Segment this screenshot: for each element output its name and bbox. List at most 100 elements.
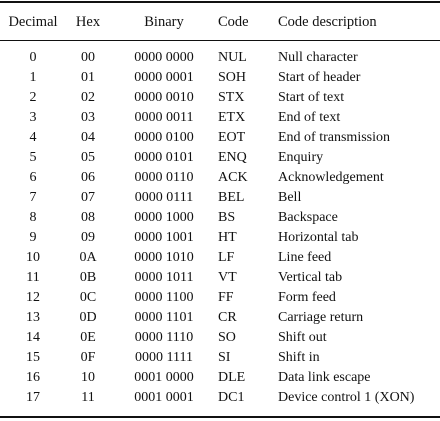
table-header-rule [0,40,440,41]
cell-binary: 0000 0110 [134,170,194,185]
cell-hex: 08 [81,210,95,225]
cell-code: ETX [218,110,246,125]
cell-decimal: 10 [26,250,40,265]
header-row: Decimal Hex Binary Code Code description [0,4,440,40]
table-row: 12 0C 0000 1100 FF Form feed [0,288,440,308]
table-top-rule [0,1,440,3]
table-row: 5 05 0000 0101 ENQ Enquiry [0,148,440,168]
table-row: 0 00 0000 0000 NUL Null character [0,48,440,68]
cell-code-description: Carriage return [278,310,364,325]
cell-decimal: 4 [29,130,37,145]
cell-decimal: 3 [29,110,37,125]
table-body: 0 00 0000 0000 NUL Null character 1 01 0000 000… [0,40,440,408]
cell-code: EOT [218,130,246,145]
cell-hex: 11 [81,390,95,405]
cell-binary: 0000 1001 [134,230,194,245]
cell-hex: 04 [81,130,95,145]
cell-code-description: Vertical tab [278,270,343,285]
cell-hex: 03 [81,110,95,125]
cell-code: DC1 [218,390,245,405]
cell-code: VT [218,270,237,285]
header-binary: Binary [144,13,184,30]
cell-hex: 0F [80,350,96,365]
cell-code-description: End of text [278,110,341,125]
cell-hex: 01 [81,70,95,85]
cell-hex: 06 [81,170,95,185]
cell-code-description: Form feed [278,290,336,305]
cell-binary: 0000 0100 [134,130,194,145]
table-row: 16 10 0001 0000 DLE Data link escape [0,368,440,388]
cell-hex: 0B [79,270,97,285]
header-hex: Hex [75,13,101,30]
cell-binary: 0000 1101 [134,310,194,325]
cell-decimal: 2 [29,90,37,105]
cell-code: ENQ [218,150,247,165]
cell-hex: 0C [79,290,97,305]
cell-hex: 00 [81,50,95,65]
cell-decimal: 13 [26,310,40,325]
cell-code: NUL [218,50,247,65]
cell-decimal: 15 [26,350,40,365]
cell-code: CR [218,310,237,325]
cell-code: SI [218,350,231,365]
cell-code-description: Line feed [278,250,332,265]
cell-binary: 0000 1110 [134,330,194,345]
cell-binary: 0000 1011 [134,270,194,285]
cell-decimal: 12 [26,290,40,305]
cell-code-description: Shift out [278,330,327,345]
cell-decimal: 6 [29,170,37,185]
cell-hex: 10 [81,370,95,385]
cell-decimal: 5 [29,150,37,165]
table-row: 4 04 0000 0100 EOT End of transmission [0,128,440,148]
cell-binary: 0000 0001 [134,70,194,85]
cell-binary: 0000 1100 [134,290,194,305]
cell-code: BEL [218,190,245,205]
table-row: 14 0E 0000 1110 SO Shift out [0,328,440,348]
cell-code: STX [218,90,245,105]
cell-decimal: 9 [29,230,37,245]
cell-code-description: Shift in [278,350,320,365]
cell-decimal: 14 [26,330,40,345]
table-row: 6 06 0000 0110 ACK Acknowledgement [0,168,440,188]
cell-decimal: 11 [26,270,40,285]
cell-hex: 05 [81,150,95,165]
table-row: 13 0D 0000 1101 CR Carriage return [0,308,440,328]
table-row: 9 09 0000 1001 HT Horizontal tab [0,228,440,248]
table-bottom-rule [0,416,440,418]
cell-code: FF [218,290,234,305]
header-spacer [0,40,440,48]
header-code: Code [218,13,249,30]
cell-decimal: 7 [29,190,37,205]
cell-code: ACK [218,170,248,185]
table-row: 10 0A 0000 1010 LF Line feed [0,248,440,268]
cell-hex: 0A [79,250,97,265]
header-code-description: Code description [278,13,377,30]
cell-code: DLE [218,370,246,385]
cell-binary: 0000 0101 [134,150,194,165]
cell-code: LF [218,250,235,265]
cell-code-description: Null character [278,50,358,65]
cell-code: HT [218,230,237,245]
cell-binary: 0000 0011 [134,110,194,125]
cell-binary: 0000 0000 [134,50,194,65]
table-row: 17 11 0001 0001 DC1 Device control 1 (XON) [0,388,440,408]
cell-decimal: 16 [26,370,40,385]
cell-binary: 0000 1000 [134,210,194,225]
cell-code-description: Enquiry [278,150,324,165]
ascii-table: Decimal Hex Binary Code Code description… [0,4,440,408]
cell-binary: 0001 0000 [134,370,194,385]
header-decimal: Decimal [8,13,58,30]
cell-binary: 0000 1111 [135,350,193,365]
cell-code-description: Bell [278,190,302,205]
table-row: 1 01 0000 0001 SOH Start of header [0,68,440,88]
cell-binary: 0001 0001 [134,390,194,405]
table-row: 7 07 0000 0111 BEL Bell [0,188,440,208]
table-row: 3 03 0000 0011 ETX End of text [0,108,440,128]
cell-binary: 0000 0010 [134,90,194,105]
cell-decimal: 8 [29,210,37,225]
cell-hex: 09 [81,230,95,245]
cell-code-description: Start of text [278,90,345,105]
cell-code-description: End of transmission [278,130,390,145]
cell-binary: 0000 1010 [134,250,194,265]
cell-code-description: Data link escape [278,370,371,385]
